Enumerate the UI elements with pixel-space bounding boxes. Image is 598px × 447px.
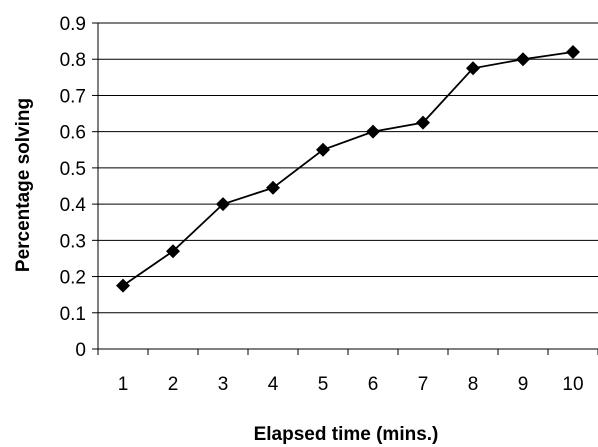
data-point-7	[416, 115, 430, 130]
gridlines	[98, 22, 598, 314]
series	[116, 44, 580, 293]
x-axis-title: Elapsed time (mins.)	[254, 424, 439, 445]
data-point-2	[166, 244, 180, 259]
data-point-3	[216, 197, 230, 212]
data-point-9	[516, 52, 530, 67]
data-point-5	[316, 142, 330, 157]
x-tick-label-5: 6	[368, 374, 379, 395]
y-tick-label-7: 0.7	[60, 86, 86, 107]
data-point-8	[466, 61, 480, 76]
data-point-1	[116, 278, 130, 293]
x-tick-label-4: 5	[318, 374, 329, 395]
y-tick-label-6: 0.6	[60, 123, 86, 144]
y-tick-label-8: 0.8	[60, 50, 86, 71]
y-tick-label-1: 0.1	[60, 304, 86, 325]
y-tick-label-4: 0.4	[60, 195, 87, 216]
data-point-10	[566, 44, 580, 59]
y-tick-label-2: 0.2	[60, 268, 86, 289]
x-tick-label-2: 3	[218, 374, 229, 395]
y-tick-label-3: 0.3	[60, 231, 86, 252]
y-tick-label-0: 0	[75, 340, 86, 361]
x-tick-label-8: 9	[518, 374, 529, 395]
y-tick-label-5: 0.5	[60, 159, 86, 180]
data-point-4	[266, 180, 280, 195]
x-tick-label-7: 8	[468, 374, 479, 395]
tick-labels: 0 0.1 0.2 0.3 0.4 0.5 0.6 0.7 0.8 0.9 1 2 3 4 5 6 7 8 9 10	[60, 14, 584, 395]
x-tick-label-3: 4	[268, 374, 279, 395]
y-axis-title: Percentage solving	[13, 98, 34, 272]
x-tick-label-6: 7	[418, 374, 429, 395]
axes	[92, 22, 598, 355]
series-line-0	[122, 51, 574, 287]
data-point-6	[366, 124, 380, 139]
x-tick-label-0: 1	[118, 374, 129, 395]
x-tick-label-9: 10	[562, 374, 583, 395]
x-tick-label-1: 2	[168, 374, 179, 395]
y-tick-label-9: 0.9	[60, 14, 86, 35]
